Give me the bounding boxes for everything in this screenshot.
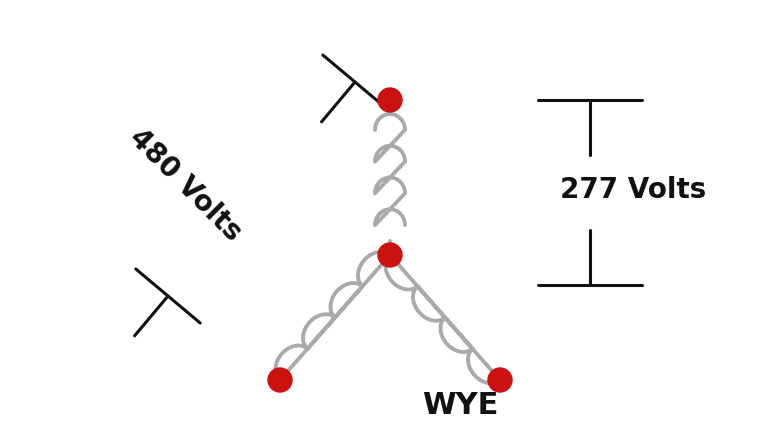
Text: 277 Volts: 277 Volts	[560, 176, 707, 204]
Text: WYE: WYE	[422, 391, 498, 419]
Circle shape	[488, 368, 512, 392]
Circle shape	[268, 368, 292, 392]
Circle shape	[378, 88, 402, 112]
Text: 480 Volts: 480 Volts	[124, 124, 247, 247]
Circle shape	[378, 243, 402, 267]
